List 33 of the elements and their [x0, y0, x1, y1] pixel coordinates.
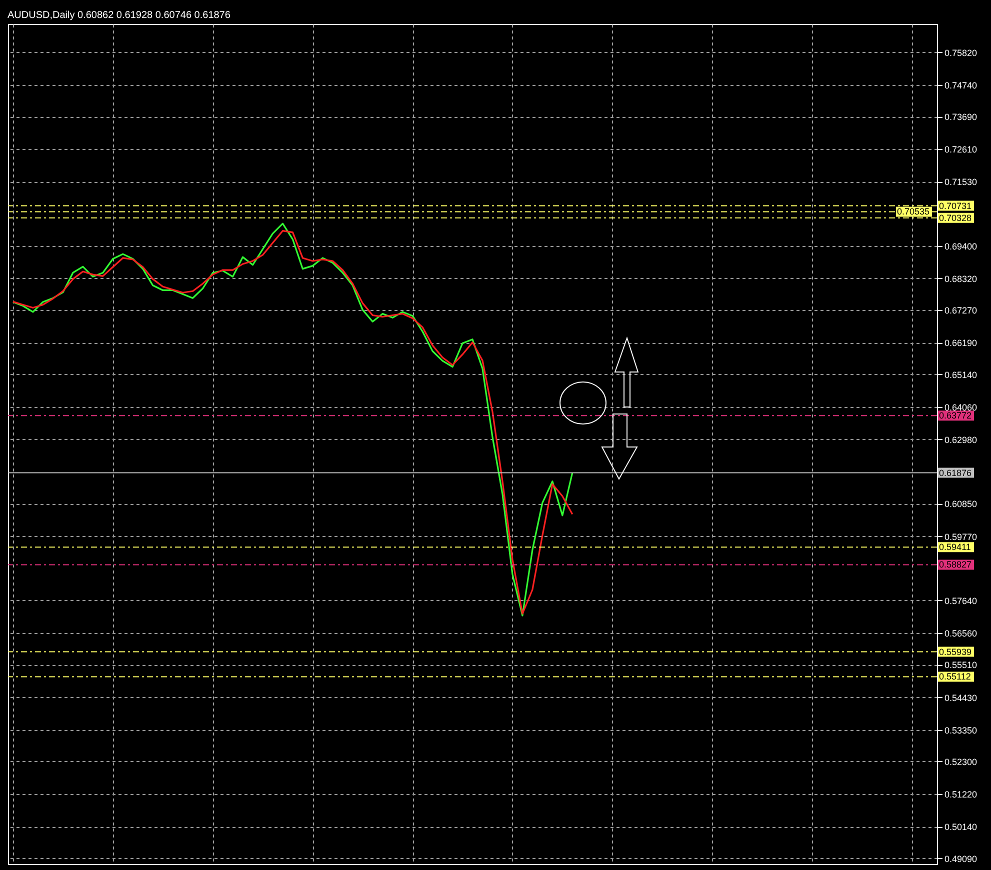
- y-tick-label: 0.60850: [944, 499, 978, 510]
- ref-line-label: 0.70328: [939, 212, 972, 223]
- y-tick-label: 0.68320: [944, 274, 978, 284]
- ref-line-label: 0.70535: [897, 206, 930, 217]
- y-tick-label: 0.53350: [944, 725, 978, 736]
- ref-line-label: 0.55939: [939, 646, 972, 657]
- y-tick-label: 0.50140: [944, 822, 978, 832]
- ref-line-label: 0.55112: [939, 672, 971, 682]
- chart-title: AUDUSD,Daily 0.60862 0.61928 0.60746 0.61876: [8, 10, 231, 21]
- y-tick-label: 0.62980: [944, 434, 978, 445]
- y-tick-label: 0.51220: [944, 790, 978, 800]
- ref-line-label: 0.63772: [939, 410, 972, 421]
- y-tick-label: 0.57640: [944, 596, 978, 606]
- y-tick-label: 0.66190: [944, 338, 978, 348]
- ref-line-label: 0.70731: [939, 200, 972, 211]
- y-tick-label: 0.56560: [944, 628, 978, 639]
- y-tick-label: 0.65140: [944, 370, 978, 380]
- y-tick-label: 0.75820: [944, 48, 978, 58]
- y-tick-label: 0.67270: [944, 306, 978, 316]
- y-tick-label: 0.55510: [944, 660, 978, 670]
- y-tick-label: 0.74740: [944, 80, 978, 90]
- y-tick-label: 0.49090: [944, 854, 978, 864]
- y-tick-label: 0.73690: [944, 112, 978, 122]
- ref-line-label: 0.58827: [939, 560, 972, 570]
- y-tick-label: 0.64060: [944, 402, 978, 412]
- y-tick-label: 0.71530: [944, 177, 978, 188]
- y-tick-label: 0.72610: [944, 144, 978, 155]
- y-tick-label: 0.69400: [944, 241, 978, 252]
- ref-line-label: 0.59411: [939, 542, 971, 552]
- y-tick-label: 0.59770: [944, 532, 978, 542]
- y-tick-label: 0.54430: [944, 692, 978, 703]
- ref-line-label: 0.61876: [939, 468, 972, 478]
- y-tick-label: 0.52300: [944, 756, 978, 767]
